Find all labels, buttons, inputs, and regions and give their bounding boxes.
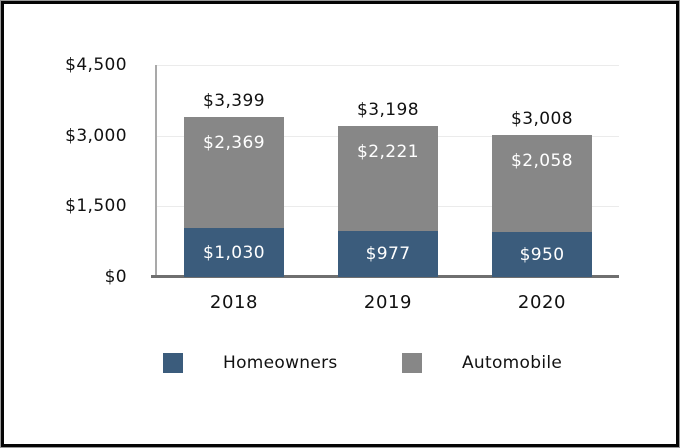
gridline	[157, 65, 619, 66]
x-tick-label: 2019	[363, 292, 413, 313]
bar-segment-homeowners: $977	[338, 230, 438, 277]
automobile-value-label: $2,058	[511, 151, 573, 172]
bar-segment-automobile	[184, 116, 284, 229]
y-tick-label: $3,000	[65, 125, 127, 146]
homeowners-swatch-icon	[163, 353, 183, 373]
legend-item-homeowners: Homeowners	[163, 353, 338, 373]
bar-total-label: $3,008	[511, 109, 573, 130]
automobile-swatch-icon	[402, 353, 422, 373]
homeowners-value-label: $950	[519, 244, 565, 265]
bar-total-label: $3,198	[357, 100, 419, 121]
automobile-value-label: $2,221	[357, 142, 419, 163]
homeowners-value-label: $977	[365, 243, 411, 264]
automobile-value-label: $2,369	[203, 132, 265, 153]
bar-segment-automobile	[492, 135, 592, 233]
homeowners-value-label: $1,030	[203, 242, 265, 263]
bar-total-label: $3,399	[203, 90, 265, 111]
legend-item-automobile: Automobile	[402, 353, 562, 373]
y-tick-label: $1,500	[65, 196, 127, 217]
x-tick-label: 2020	[517, 292, 567, 313]
y-tick-label: $0	[104, 267, 127, 287]
x-tick-label: 2018	[209, 292, 259, 313]
plot-area: $1,030 $2,369 $3,399 $977 $2,221 $3,198 $950 $2…	[151, 65, 619, 278]
y-tick-label: $4,500	[65, 55, 127, 75]
bar-segment-automobile	[338, 126, 438, 231]
bar-segment-homeowners: $950	[492, 232, 592, 277]
legend-label: Homeowners	[223, 353, 338, 373]
legend-label: Automobile	[462, 353, 563, 373]
bar-segment-homeowners: $1,030	[184, 228, 284, 277]
